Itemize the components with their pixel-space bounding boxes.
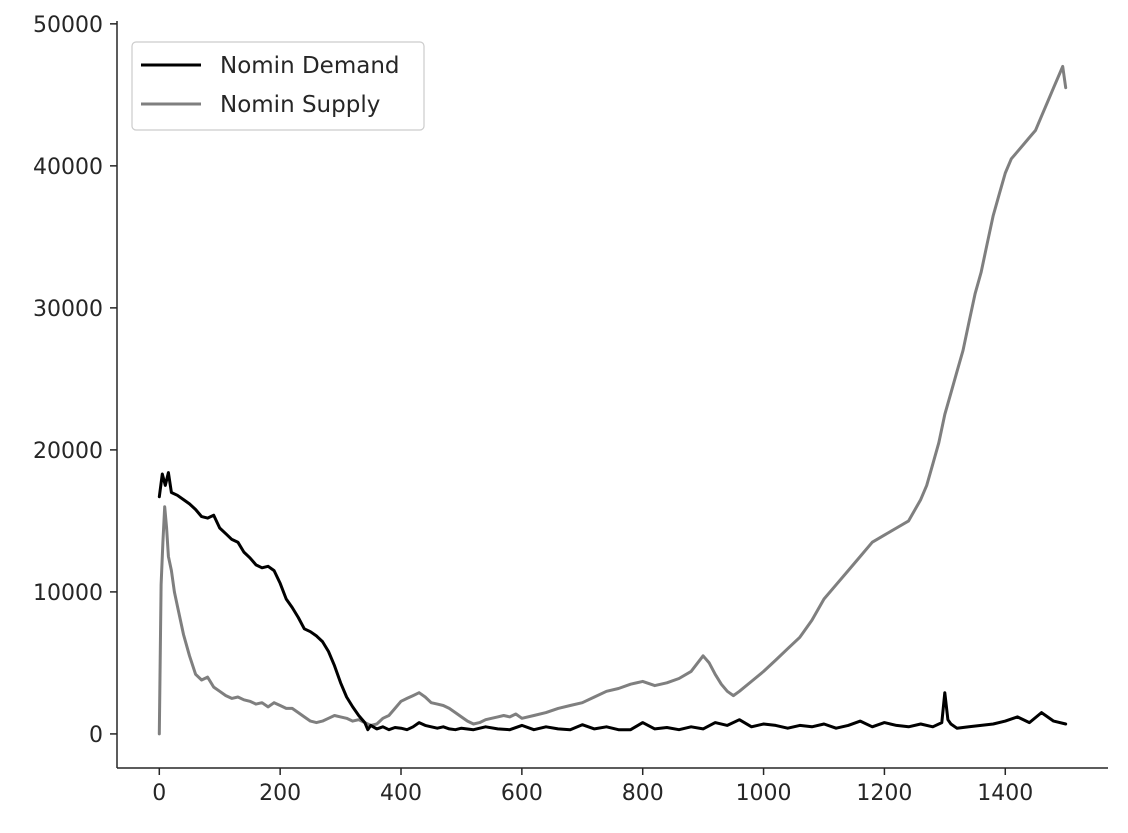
y-tick-label: 50000: [33, 13, 103, 38]
y-axis-ticks: 0 10000 20000 30000 40000 50000: [33, 13, 117, 748]
x-tick-label: 1400: [977, 781, 1033, 806]
legend-label-nomin-demand: Nomin Demand: [220, 53, 400, 79]
series-line-nomin-demand: [157, 471, 1068, 732]
y-tick-label: 20000: [33, 439, 103, 464]
legend: Nomin Demand Nomin Supply: [131, 41, 425, 131]
y-tick-label: 10000: [33, 581, 103, 606]
x-tick-label: 200: [259, 781, 301, 806]
x-tick-label: 800: [622, 781, 664, 806]
series-line-nomin-supply: [157, 64, 1068, 736]
plot-lines: [157, 64, 1068, 736]
legend-box: [131, 41, 425, 131]
x-tick-label: 0: [152, 781, 166, 806]
x-tick-label: 400: [380, 781, 422, 806]
y-tick-label: 0: [89, 723, 103, 748]
y-tick-label: 30000: [33, 297, 103, 322]
y-tick-label: 40000: [33, 155, 103, 180]
x-tick-label: 1000: [736, 781, 792, 806]
x-tick-label: 600: [501, 781, 543, 806]
legend-label-nomin-supply: Nomin Supply: [220, 92, 380, 118]
x-axis-ticks: 0 200 400 600 800 1000 1200 1400: [152, 768, 1033, 806]
x-tick-label: 1200: [856, 781, 912, 806]
